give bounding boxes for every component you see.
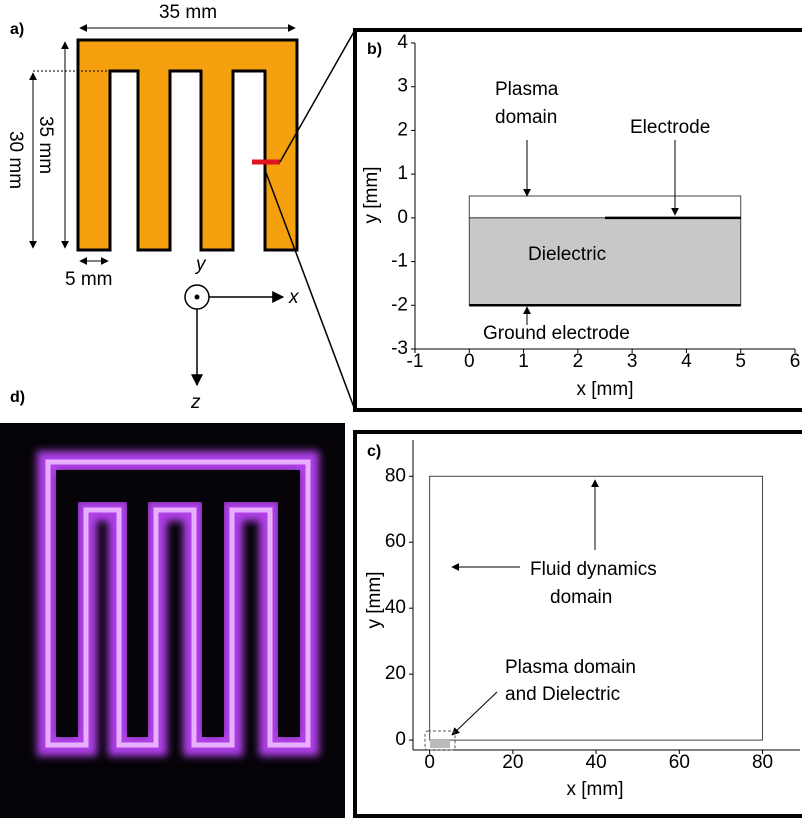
x-axis-label: x [mm] (567, 779, 624, 800)
zoom-line (264, 169, 356, 411)
annotation: Plasma domain (505, 657, 636, 678)
annotation: Plasma (495, 79, 559, 100)
y-tick-label: 0 (395, 729, 406, 750)
x-tick-label: 3 (627, 351, 638, 372)
y-tick-label: 40 (385, 597, 406, 618)
annotation: Electrode (630, 117, 710, 138)
annotation: domain (550, 587, 612, 608)
y-tick-label: -3 (391, 338, 408, 359)
y-tick-label: 3 (397, 76, 408, 97)
annotation: and Dielectric (505, 684, 620, 705)
annotation: Ground electrode (483, 323, 630, 344)
y-tick-label: 0 (397, 207, 408, 228)
panel-d: d) (0, 389, 345, 818)
x-axis-label: x [mm] (577, 379, 634, 400)
panel-a: a) 35 mm 35 mm 30 mm 5 mm x y z (5, 2, 356, 413)
x-tick-label: 5 (735, 351, 746, 372)
y-tick-label: 1 (397, 163, 408, 184)
comb-electrode (76, 38, 299, 252)
dimension-label: 5 mm (65, 269, 113, 290)
dielectric-small (430, 740, 450, 748)
x-tick-label: 60 (669, 752, 690, 773)
x-tick-label: 2 (573, 351, 584, 372)
y-tick-label: -2 (391, 294, 408, 315)
annotation: domain (495, 107, 557, 128)
x-tick-label: 0 (424, 752, 435, 773)
dimension-label: 35 mm (35, 116, 56, 174)
panel-label: a) (10, 21, 24, 38)
axis-name: z (190, 392, 201, 413)
y-axis-label: y [mm] (361, 167, 382, 224)
annotation-arrow (451, 691, 498, 736)
panel-frame (353, 28, 802, 412)
zoom-line (279, 29, 356, 163)
panel-label: c) (367, 443, 381, 460)
y-tick-label: 2 (397, 119, 408, 140)
x-tick-label: 0 (464, 351, 475, 372)
axis-origin-dot (194, 294, 200, 300)
x-tick-label: 6 (790, 351, 801, 372)
panel-label: b) (367, 41, 382, 58)
x-tick-label: 1 (518, 351, 529, 372)
y-tick-label: -1 (391, 251, 408, 272)
dimension-label: 35 mm (159, 2, 217, 23)
annotation: Fluid dynamics (530, 559, 657, 580)
dimension-label: 30 mm (5, 131, 26, 189)
axis-name: y (194, 254, 207, 275)
axis-name: x (288, 287, 300, 308)
plot-c: 0 20 40 60 80 0 20 40 60 80 x [mm] y [mm] (364, 440, 800, 800)
plasma-core (45, 459, 311, 748)
plasma-domain (468, 195, 742, 219)
panel-label: d) (10, 389, 25, 406)
y-tick-label: 60 (385, 531, 406, 552)
x-tick-label: 4 (681, 351, 692, 372)
panel-frame (353, 430, 802, 818)
annotation: Dielectric (528, 244, 606, 265)
electrode-dark (56, 470, 300, 737)
fluid-domain (429, 475, 764, 741)
y-tick-label: 20 (385, 663, 406, 684)
x-tick-label: 80 (752, 752, 773, 773)
x-tick-label: 40 (586, 752, 607, 773)
y-axis-label: y [mm] (364, 572, 385, 629)
x-tick-label: 20 (502, 752, 523, 773)
plot-b: -1 0 1 2 3 4 5 6 -3 -2 -1 0 1 2 3 4 x [mm] y [mm] (361, 32, 800, 400)
x-tick-label: -1 (407, 351, 424, 372)
y-tick-label: 80 (385, 465, 406, 486)
y-tick-label: 4 (397, 32, 408, 53)
zoom-box (424, 730, 456, 751)
